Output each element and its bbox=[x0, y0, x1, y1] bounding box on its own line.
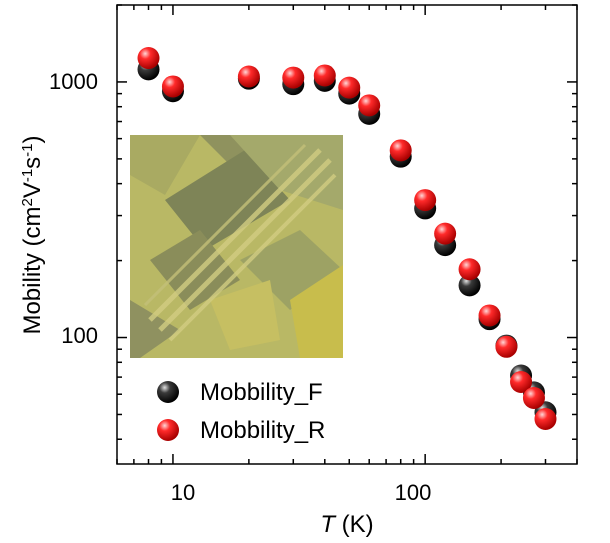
data-point-r bbox=[358, 94, 381, 117]
data-point-r bbox=[414, 189, 437, 212]
legend: Mobbility_F Mobbility_R bbox=[157, 379, 325, 444]
y-tick-label-100: 100 bbox=[61, 323, 98, 348]
data-point-r bbox=[458, 258, 481, 281]
legend-marker-r bbox=[157, 419, 179, 441]
plot-frame bbox=[116, 4, 578, 465]
data-point-r bbox=[389, 139, 412, 162]
data-point-r bbox=[478, 304, 501, 327]
data-point-r bbox=[434, 222, 457, 245]
axis-ticks bbox=[116, 4, 578, 464]
x-axis-label-symbol: T bbox=[320, 511, 337, 538]
x-axis-label-unit: (K) bbox=[335, 511, 374, 538]
x-tick-label-100: 100 bbox=[395, 480, 432, 505]
y-axis-label: Mobility (cm2V-1s-1) bbox=[19, 135, 47, 334]
data-point-r bbox=[313, 64, 336, 87]
data-point-r bbox=[495, 335, 518, 358]
data-point-r bbox=[522, 386, 545, 409]
legend-marker-f bbox=[157, 381, 179, 403]
data-point-r bbox=[237, 65, 260, 88]
data-point-r bbox=[510, 370, 533, 393]
data-point-r bbox=[282, 66, 305, 89]
legend-label-r: Mobbility_R bbox=[200, 417, 325, 444]
data-point-r bbox=[161, 75, 184, 98]
y-tick-label-1000: 1000 bbox=[49, 69, 98, 94]
data-point-r bbox=[137, 47, 160, 70]
data-point-r bbox=[534, 407, 557, 430]
data-point-f bbox=[458, 274, 481, 297]
data-point-r bbox=[338, 76, 361, 99]
legend-label-f: Mobbility_F bbox=[200, 379, 323, 406]
x-tick-label-10: 10 bbox=[171, 480, 195, 505]
x-axis-label: T (K) bbox=[320, 511, 373, 538]
inset-micrograph bbox=[130, 135, 343, 358]
data-points bbox=[137, 47, 557, 430]
